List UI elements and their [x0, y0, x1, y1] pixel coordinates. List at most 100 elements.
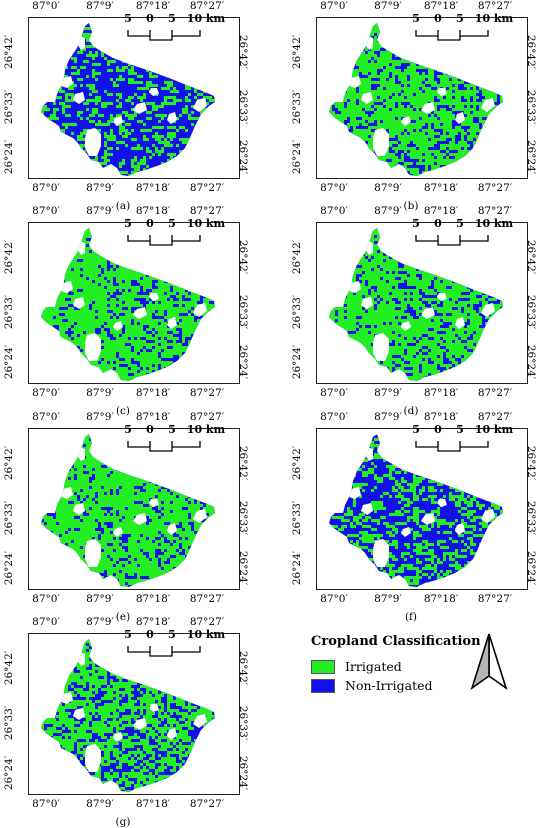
longitude-tick-label: 87°27′: [477, 182, 513, 194]
latitude-tick-label: 26°42′: [291, 445, 304, 481]
scale-bar-label: 0: [146, 423, 154, 436]
longitude-tick-label: 87°18′: [135, 798, 171, 810]
scale-bar-label: 0: [146, 217, 154, 230]
longitude-tick-label: 87°0′: [32, 593, 60, 605]
latitude-tick-label: 26°42′: [3, 650, 16, 686]
scale-bar: 5 0 5 10 km: [122, 12, 232, 46]
scale-bar-graphic: [127, 441, 201, 452]
classification-map: [329, 228, 503, 381]
latitude-tick-label: 26°24′: [3, 550, 16, 586]
longitude-tick-label: 87°18′: [135, 616, 171, 628]
latitude-tick-label: 26°33′: [3, 89, 16, 125]
longitude-tick-label: 87°0′: [320, 182, 348, 194]
scale-bar: 5 0 5 10 km: [410, 423, 520, 457]
map-panel: 87°0′ 87°0′ 87°9′ 87°9′ 87°18′ 87°18′ 87°27′ 87…: [288, 411, 537, 623]
longitude-tick-label: 87°9′: [374, 387, 402, 399]
longitude-tick-label: 87°27′: [477, 205, 513, 217]
scale-bar-label: 10 km: [474, 12, 514, 25]
longitude-tick-label: 87°0′: [32, 387, 60, 399]
latitude-tick-label: 26°33′: [291, 500, 304, 536]
longitude-tick-label: 87°27′: [477, 411, 513, 423]
longitude-tick-label: 87°0′: [320, 205, 348, 217]
longitude-tick-label: 87°9′: [374, 411, 402, 423]
map-frame: [316, 17, 528, 179]
scale-bar-label: 0: [146, 628, 154, 641]
legend-swatch-non-irrigated: [311, 678, 335, 693]
longitude-tick-label: 87°9′: [86, 593, 114, 605]
longitude-tick-label: 87°9′: [86, 0, 114, 12]
longitude-tick-label: 87°18′: [135, 182, 171, 194]
map-panel: 87°0′ 87°0′ 87°9′ 87°9′ 87°18′ 87°18′ 87°27′ 87…: [0, 205, 249, 417]
latitude-tick-label: 26°42′: [3, 34, 16, 70]
scale-bar-label: 5: [456, 12, 464, 25]
scale-bar-label: 5: [456, 423, 464, 436]
latitude-tick-label: 26°24′: [291, 344, 304, 380]
longitude-tick-label: 87°18′: [135, 593, 171, 605]
longitude-tick-label: 87°0′: [32, 182, 60, 194]
classification-map: [41, 23, 215, 176]
latitude-tick-label: 26°33′: [3, 705, 16, 741]
map-frame: [28, 17, 240, 179]
classification-map: [329, 434, 503, 587]
longitude-tick-label: 87°0′: [320, 0, 348, 12]
legend-label-non-irrigated: Non-Irrigated: [345, 678, 433, 693]
north-arrow-icon: [470, 633, 508, 690]
scale-bar-label: 10 km: [474, 423, 514, 436]
scale-bar-graphic: [127, 646, 201, 657]
latitude-tick-label: 26°33′: [291, 89, 304, 125]
map-frame: [28, 428, 240, 590]
map-frame: [316, 428, 528, 590]
latitude-tick-label: 26°24′: [291, 550, 304, 586]
subfigure-label: (c): [115, 405, 131, 417]
longitude-tick-label: 87°0′: [32, 0, 60, 12]
map-panel: 87°0′ 87°0′ 87°9′ 87°9′ 87°18′ 87°18′ 87°27′ 87…: [288, 0, 537, 212]
subfigure-label: (d): [403, 405, 419, 417]
legend: Cropland Classification Irrigated Non-Ir…: [311, 634, 481, 695]
longitude-tick-label: 87°27′: [189, 593, 225, 605]
scale-bar-label: 5: [412, 217, 420, 230]
scale-bar-label: 5: [124, 423, 132, 436]
scale-bar-label: 5: [168, 628, 176, 641]
scale-bar-label: 5: [124, 628, 132, 641]
map-panel: 87°0′ 87°0′ 87°9′ 87°9′ 87°18′ 87°18′ 87°27′ 87…: [0, 411, 249, 623]
longitude-tick-label: 87°18′: [135, 387, 171, 399]
longitude-tick-label: 87°9′: [374, 205, 402, 217]
longitude-tick-label: 87°0′: [32, 798, 60, 810]
longitude-tick-label: 87°27′: [189, 205, 225, 217]
latitude-tick-label: 26°42′: [291, 239, 304, 275]
longitude-tick-label: 87°27′: [477, 0, 513, 12]
scale-bar-label: 0: [434, 12, 442, 25]
scale-bar-label: 5: [124, 12, 132, 25]
longitude-tick-label: 87°0′: [32, 616, 60, 628]
longitude-tick-label: 87°27′: [189, 182, 225, 194]
longitude-tick-label: 87°18′: [423, 182, 459, 194]
map-panel: 87°0′ 87°0′ 87°9′ 87°9′ 87°18′ 87°18′ 87°27′ 87…: [0, 616, 249, 828]
legend-label-irrigated: Irrigated: [345, 659, 402, 674]
scale-bar: 5 0 5 10 km: [410, 12, 520, 46]
scale-bar: 5 0 5 10 km: [410, 217, 520, 251]
longitude-tick-label: 87°27′: [477, 387, 513, 399]
latitude-tick-label: 26°42′: [291, 34, 304, 70]
scale-bar-label: 5: [412, 423, 420, 436]
scale-bar-label: 0: [434, 217, 442, 230]
longitude-tick-label: 87°0′: [320, 387, 348, 399]
scale-bar-label: 10 km: [186, 628, 226, 641]
latitude-tick-label: 26°33′: [3, 500, 16, 536]
scale-bar-graphic: [415, 235, 489, 246]
scale-bar-graphic: [415, 441, 489, 452]
longitude-tick-label: 87°27′: [189, 0, 225, 12]
map-frame: [316, 222, 528, 384]
longitude-tick-label: 87°0′: [320, 593, 348, 605]
longitude-tick-label: 87°9′: [86, 205, 114, 217]
longitude-tick-label: 87°18′: [423, 0, 459, 12]
longitude-tick-label: 87°9′: [86, 616, 114, 628]
classification-map: [41, 228, 215, 381]
scale-bar-label: 5: [168, 12, 176, 25]
classification-map: [41, 639, 215, 792]
map-frame: [28, 222, 240, 384]
latitude-tick-label: 26°42′: [3, 239, 16, 275]
scale-bar-label: 10 km: [186, 12, 226, 25]
longitude-tick-label: 87°0′: [320, 411, 348, 423]
subfigure-label: (g): [115, 816, 131, 828]
scale-bar-label: 10 km: [186, 423, 226, 436]
